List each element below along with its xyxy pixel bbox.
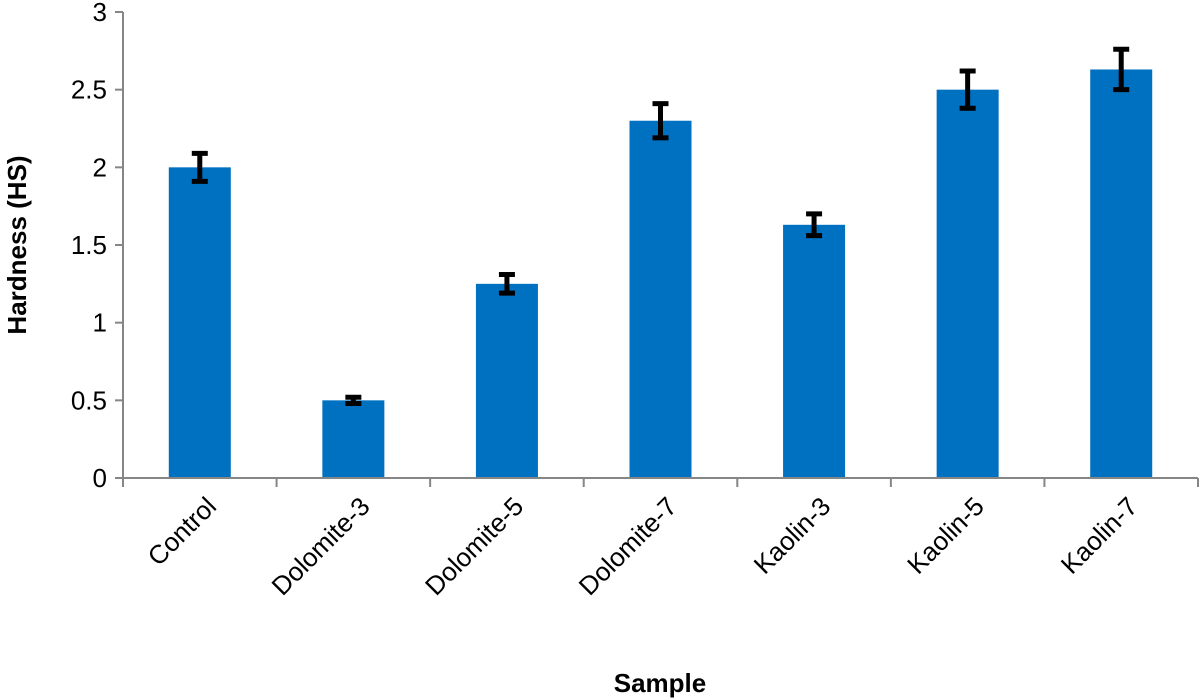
error-bar-kaolin-7	[1113, 46, 1130, 93]
error-bar-kaolin-3	[806, 211, 823, 239]
bar-kaolin-5	[936, 89, 999, 479]
x-tick-label: Kaolin-5	[901, 491, 990, 580]
y-tick-label: 3	[93, 0, 107, 27]
error-bars-layer	[191, 46, 1130, 406]
x-tick-label: Kaolin-3	[748, 491, 837, 580]
error-bar-kaolin-5	[959, 68, 976, 111]
y-tick-label: 1	[93, 308, 107, 338]
y-tick-label: 1.5	[71, 230, 107, 260]
error-bar-dolomite-3	[345, 394, 362, 406]
x-tick-label: Dolomite-3	[265, 491, 375, 601]
bar-dolomite-5	[475, 283, 538, 478]
y-tick-label: 2	[93, 152, 107, 182]
x-axis-title: Sample	[614, 668, 707, 698]
bars-layer	[168, 69, 1153, 479]
ticks-layer	[115, 11, 1199, 487]
error-bar-dolomite-5	[498, 272, 515, 296]
x-tick-label: Control	[142, 491, 222, 571]
bar-control	[168, 167, 231, 479]
error-bar-control	[191, 150, 208, 184]
error-bar-dolomite-7	[652, 101, 669, 141]
bar-dolomite-7	[629, 120, 692, 478]
x-tick-label: Kaolin-7	[1055, 491, 1144, 580]
x-tick-label: Dolomite-7	[573, 491, 683, 601]
x-tick-label: Dolomite-5	[419, 491, 529, 601]
y-axis-title: Hardness (HS)	[2, 155, 32, 334]
y-tick-label: 0.5	[71, 385, 107, 415]
bar-dolomite-3	[322, 400, 385, 478]
y-tick-label: 0	[93, 463, 107, 493]
y-tick-label: 2.5	[71, 75, 107, 105]
bar-kaolin-7	[1090, 69, 1153, 479]
bar-kaolin-3	[783, 224, 846, 478]
